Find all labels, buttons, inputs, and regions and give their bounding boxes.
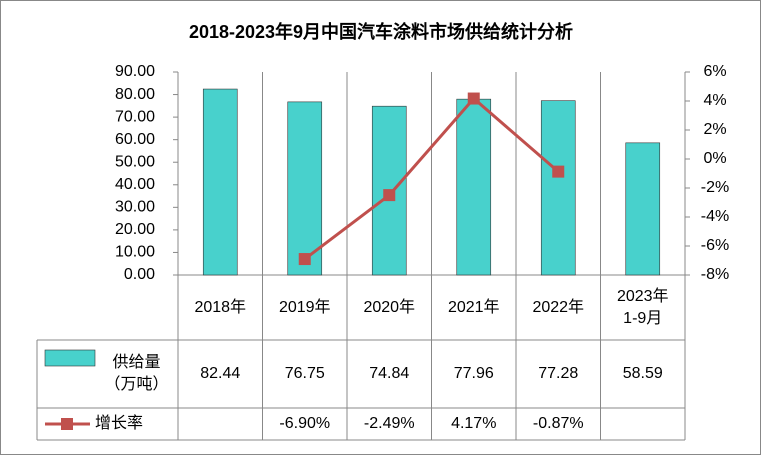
x-tick-label-text: 2019年 [278, 298, 331, 316]
x-tick-label-text: 2018年 [194, 298, 247, 316]
x-tick-label: 2022年 [516, 275, 601, 340]
x-tick-label-text: 2022年 [532, 298, 585, 316]
line-marker [467, 92, 480, 105]
y-tick-label: 50.00 [115, 153, 155, 170]
legend-label: 增长率 [95, 414, 143, 432]
table-value: 4.17% [451, 415, 496, 432]
bar [202, 88, 238, 276]
table-value: 82.44 [200, 365, 240, 382]
table-value: -0.87% [533, 415, 584, 432]
x-tick-label: 2019年 [263, 275, 348, 340]
x-tick-label: 2021年 [432, 275, 517, 340]
x-tick-label: 2018年 [178, 275, 263, 340]
y-tick-label: 80.00 [115, 86, 155, 103]
y2-tick-label: 0% [703, 150, 726, 167]
table-value: -2.49% [364, 415, 415, 432]
y2-tick-label: 2% [703, 121, 726, 138]
table-value: 77.28 [538, 365, 578, 382]
x-tick-label-text: 2020年 [363, 298, 416, 316]
legend-label-text: 供给量（万吨） [104, 354, 169, 393]
y-tick-label: 20.00 [115, 221, 155, 238]
table-value: 77.96 [454, 365, 494, 382]
legend-label: 供给量（万吨） [95, 340, 178, 408]
x-tick-label-text: 2023年1-9月 [616, 287, 669, 327]
y2-tick-label: -6% [701, 237, 729, 254]
table-value: 76.75 [285, 365, 325, 382]
table-value: 74.84 [369, 365, 409, 382]
y-tick-label: 60.00 [115, 131, 155, 148]
line-marker [383, 189, 396, 202]
bar [540, 100, 576, 276]
table-value: 58.59 [623, 365, 663, 382]
y-tick-label: 10.00 [115, 244, 155, 261]
y2-tick-label: -8% [701, 266, 729, 283]
y-tick-label: 30.00 [115, 199, 155, 216]
line [303, 96, 560, 261]
y2-tick-label: -2% [701, 179, 729, 196]
line-marker [552, 165, 565, 178]
y-tick-label: 0.00 [124, 266, 155, 283]
line-marker [298, 253, 311, 266]
bar [456, 98, 492, 276]
x-tick-label: 2023年1-9月 [601, 275, 686, 340]
chart-title: 2018-2023年9月中国汽车涂料市场供给统计分析 [189, 21, 573, 42]
legend-marker [61, 418, 73, 430]
legend-swatch [44, 349, 96, 367]
y2-tick-label: 4% [703, 92, 726, 109]
y2-tick-label: 6% [703, 63, 726, 80]
y-tick-label: 90.00 [115, 63, 155, 80]
bar [287, 101, 323, 276]
table-value: -6.90% [279, 415, 330, 432]
x-tick-label: 2020年 [347, 275, 432, 340]
y2-tick-label: -4% [701, 208, 729, 225]
y-tick-label: 70.00 [115, 108, 155, 125]
bar [625, 142, 661, 276]
y-tick-label: 40.00 [115, 176, 155, 193]
x-tick-label-text: 2021年 [447, 298, 500, 316]
